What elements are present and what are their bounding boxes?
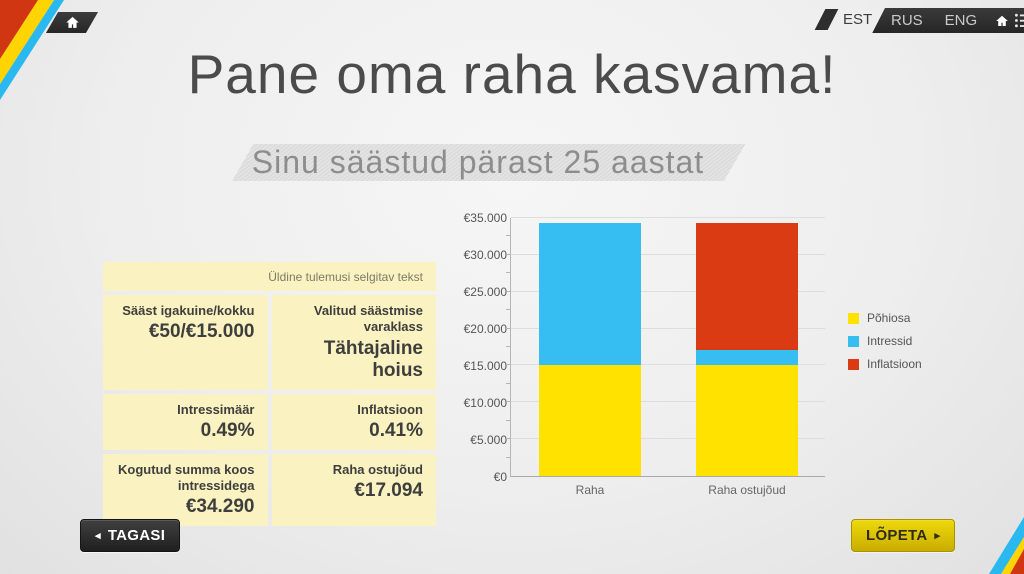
cell-interest-rate: Intressimäär 0.49% bbox=[103, 393, 268, 450]
menu-list-icon[interactable] bbox=[1015, 13, 1024, 28]
y-tick-label: €5.000 bbox=[470, 433, 507, 447]
bar-segment bbox=[696, 365, 798, 476]
chart-plot: Raha Raha ostujõud bbox=[506, 217, 825, 497]
legend-swatch-icon bbox=[848, 358, 859, 370]
x-tick-label: Raha ostujõud bbox=[708, 483, 786, 497]
cell-value: €34.290 bbox=[185, 496, 255, 518]
legend-swatch-icon bbox=[848, 335, 859, 347]
cell-asset-class: Valitud säästmise varaklass Tähtajaline … bbox=[271, 295, 436, 390]
y-tick-label: €35.000 bbox=[463, 211, 507, 225]
bar-segment bbox=[696, 350, 798, 366]
home-icon[interactable] bbox=[995, 14, 1009, 28]
bar-segment bbox=[539, 223, 641, 366]
cell-total-with-interest: Kogutud summa koos intressidega €34.290 bbox=[103, 453, 268, 527]
axis-tick bbox=[506, 438, 510, 440]
language-est[interactable]: EST bbox=[843, 11, 873, 28]
gridline bbox=[511, 217, 825, 218]
gridline bbox=[511, 364, 825, 366]
y-tick-label: €25.000 bbox=[463, 285, 507, 299]
axis-tick bbox=[506, 272, 510, 274]
cell-value: 0.49% bbox=[200, 419, 255, 441]
cell-value: €50/€15.000 bbox=[148, 321, 255, 343]
axis-tick bbox=[506, 382, 510, 384]
subtitle-banner: Sinu säästud pärast 25 aastat bbox=[232, 144, 746, 181]
x-tick-label: Raha bbox=[575, 483, 605, 497]
legend-label: Inflatsioon bbox=[867, 357, 922, 371]
legend-item: Inflatsioon bbox=[848, 357, 922, 371]
page-title: Pane oma raha kasvama! bbox=[187, 43, 837, 105]
language-bar: RUS ENG bbox=[872, 8, 1024, 33]
cell-label: Sääst igakuine/kokku bbox=[122, 303, 255, 318]
cell-label: Intressimäär bbox=[177, 401, 255, 417]
legend-label: Põhiosa bbox=[867, 311, 911, 325]
legend-item: Põhiosa bbox=[848, 311, 922, 325]
gridline bbox=[511, 253, 825, 255]
y-tick-label: €0 bbox=[493, 470, 507, 484]
back-arrow-icon: ◂ bbox=[95, 530, 101, 542]
cell-label: Raha ostujõud bbox=[332, 461, 423, 477]
bar-segment bbox=[696, 223, 798, 351]
axis-tick bbox=[506, 309, 510, 311]
back-button[interactable]: ◂ TAGASI bbox=[80, 519, 181, 552]
gridline bbox=[511, 401, 825, 403]
stacked-bar-0 bbox=[539, 218, 641, 476]
back-button-label: TAGASI bbox=[107, 527, 166, 544]
chart-legend: Põhiosa Intressid Inflatsioon bbox=[848, 311, 922, 380]
axis-tick bbox=[506, 290, 510, 292]
chart-y-axis-labels: €0 €5.000 €10.000 €15.000 €20.000 €25.000 €30.… bbox=[463, 211, 507, 484]
bar-segment bbox=[539, 365, 641, 476]
cell-value: 0.41% bbox=[369, 419, 423, 441]
cell-label: Inflatsioon bbox=[357, 401, 423, 417]
axis-tick bbox=[506, 456, 510, 458]
home-button[interactable] bbox=[45, 12, 99, 33]
axis-tick bbox=[506, 253, 510, 255]
cell-label: Kogutud summa koos intressidega bbox=[117, 461, 255, 493]
legend-label: Intressid bbox=[867, 334, 913, 348]
cell-label: Valitud säästmise varaklass bbox=[313, 303, 423, 335]
y-tick-label: €10.000 bbox=[463, 396, 507, 410]
stacked-bar-1 bbox=[696, 218, 798, 476]
active-language-slash-icon bbox=[814, 9, 839, 30]
axis-tick bbox=[506, 419, 510, 421]
axis-tick bbox=[506, 235, 510, 237]
cell-purchasing-power: Raha ostujõud €17.094 bbox=[271, 453, 436, 527]
cell-inflation: Inflatsioon 0.41% bbox=[271, 393, 436, 450]
gridline bbox=[511, 327, 825, 329]
language-rus[interactable]: RUS bbox=[891, 12, 923, 29]
axis-tick bbox=[506, 327, 510, 329]
home-icon bbox=[65, 16, 79, 28]
cell-savings: Sääst igakuine/kokku €50/€15.000 bbox=[103, 295, 268, 390]
gridline bbox=[511, 290, 825, 292]
legend-swatch-icon bbox=[848, 312, 859, 324]
cell-value: Tähtajaline hoius bbox=[323, 337, 423, 381]
y-tick-label: €20.000 bbox=[463, 322, 507, 336]
gridline bbox=[511, 438, 825, 440]
y-tick-label: €15.000 bbox=[463, 359, 507, 373]
table-note: Üldine tulemusi selgitav tekst bbox=[103, 262, 436, 291]
finish-arrow-icon: ▸ bbox=[934, 530, 941, 542]
axis-tick bbox=[506, 401, 510, 403]
language-eng[interactable]: ENG bbox=[944, 12, 978, 29]
axis-tick bbox=[506, 346, 510, 347]
finish-button-label: LÕPETA bbox=[866, 527, 928, 544]
savings-chart: €0 €5.000 €10.000 €15.000 €20.000 €25.000 €30.… bbox=[463, 205, 945, 505]
subtitle-text: Sinu säästud pärast 25 aastat bbox=[251, 144, 705, 180]
finish-button[interactable]: LÕPETA ▸ bbox=[851, 519, 956, 552]
y-tick-label: €30.000 bbox=[463, 248, 507, 262]
axis-tick bbox=[506, 364, 510, 366]
legend-item: Intressid bbox=[848, 334, 922, 348]
results-table: Üldine tulemusi selgitav tekst Sääst iga… bbox=[103, 262, 436, 527]
cell-value: €17.094 bbox=[354, 480, 423, 501]
